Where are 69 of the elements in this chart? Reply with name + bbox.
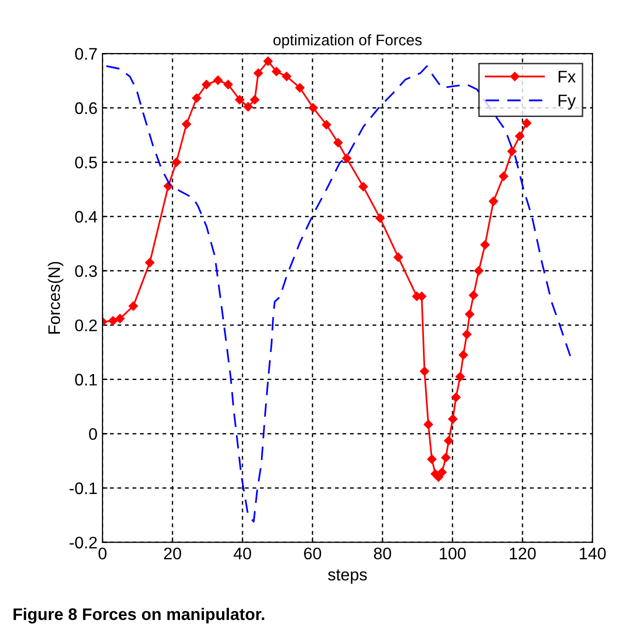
- point: [333, 138, 343, 148]
- y-tick-label: 0.1: [75, 374, 97, 386]
- point: [515, 132, 524, 141]
- x-tick-label: 80: [374, 548, 392, 560]
- point: [115, 314, 125, 324]
- point: [272, 66, 282, 76]
- x-tick-label: 140: [580, 548, 606, 560]
- legend-label: Fy: [558, 94, 576, 110]
- y-tick-label: 0.4: [75, 210, 98, 223]
- point: [108, 316, 118, 326]
- x-tick-label: 40: [234, 548, 252, 560]
- point: [451, 392, 461, 402]
- point: [424, 420, 433, 430]
- y-tick-label: -0.1: [70, 482, 97, 494]
- y-tick-label: 0.6: [75, 102, 97, 114]
- point: [474, 266, 484, 276]
- point: [448, 414, 458, 424]
- point: [420, 366, 430, 376]
- x-tick-label: 60: [304, 548, 322, 560]
- point: [498, 172, 508, 181]
- point: [224, 80, 233, 90]
- y-tick-label: -0.2: [70, 536, 97, 549]
- y-tick-label: 0.5: [75, 156, 97, 168]
- point: [441, 452, 450, 462]
- y-tick-label: 0: [89, 428, 97, 440]
- point: [128, 301, 138, 311]
- point: [172, 158, 181, 167]
- point: [243, 102, 253, 112]
- x-tick-label: 100: [440, 548, 466, 560]
- point: [254, 68, 263, 78]
- point: [427, 454, 436, 464]
- point: [456, 372, 465, 382]
- point: [358, 182, 368, 192]
- legend-label: Fx: [558, 70, 576, 82]
- y-tick-label: 0.7: [75, 48, 97, 60]
- point: [342, 154, 352, 164]
- point: [145, 258, 154, 268]
- x-tick-label: 0: [98, 548, 106, 560]
- point: [295, 83, 305, 92]
- point: [192, 93, 202, 103]
- point: [182, 120, 192, 129]
- point: [480, 240, 490, 250]
- y-tick-label: 0.3: [75, 265, 97, 277]
- point: [202, 80, 212, 90]
- point: [468, 290, 478, 300]
- point: [394, 252, 403, 262]
- x-tick-label: 20: [164, 548, 182, 560]
- point: [444, 436, 454, 446]
- point: [462, 330, 472, 339]
- point: [507, 146, 517, 156]
- x-axis-title: steps: [328, 570, 367, 584]
- point: [250, 95, 260, 104]
- point: [522, 118, 532, 128]
- point: [213, 76, 223, 85]
- point: [375, 214, 385, 223]
- y-axis-title: Forces(N): [48, 262, 64, 334]
- caption: Figure 8 Forces on manipulator.: [14, 608, 264, 624]
- chart-title: optimization of Forces: [273, 34, 422, 48]
- point: [458, 350, 468, 360]
- point: [263, 56, 273, 66]
- point: [488, 196, 498, 206]
- point: [308, 103, 318, 113]
- x-tick-label: 120: [510, 548, 536, 560]
- point: [437, 468, 447, 477]
- point: [235, 95, 244, 104]
- point: [282, 72, 292, 82]
- y-tick-label: 0.2: [75, 319, 97, 332]
- point: [465, 310, 474, 319]
- point: [322, 120, 332, 130]
